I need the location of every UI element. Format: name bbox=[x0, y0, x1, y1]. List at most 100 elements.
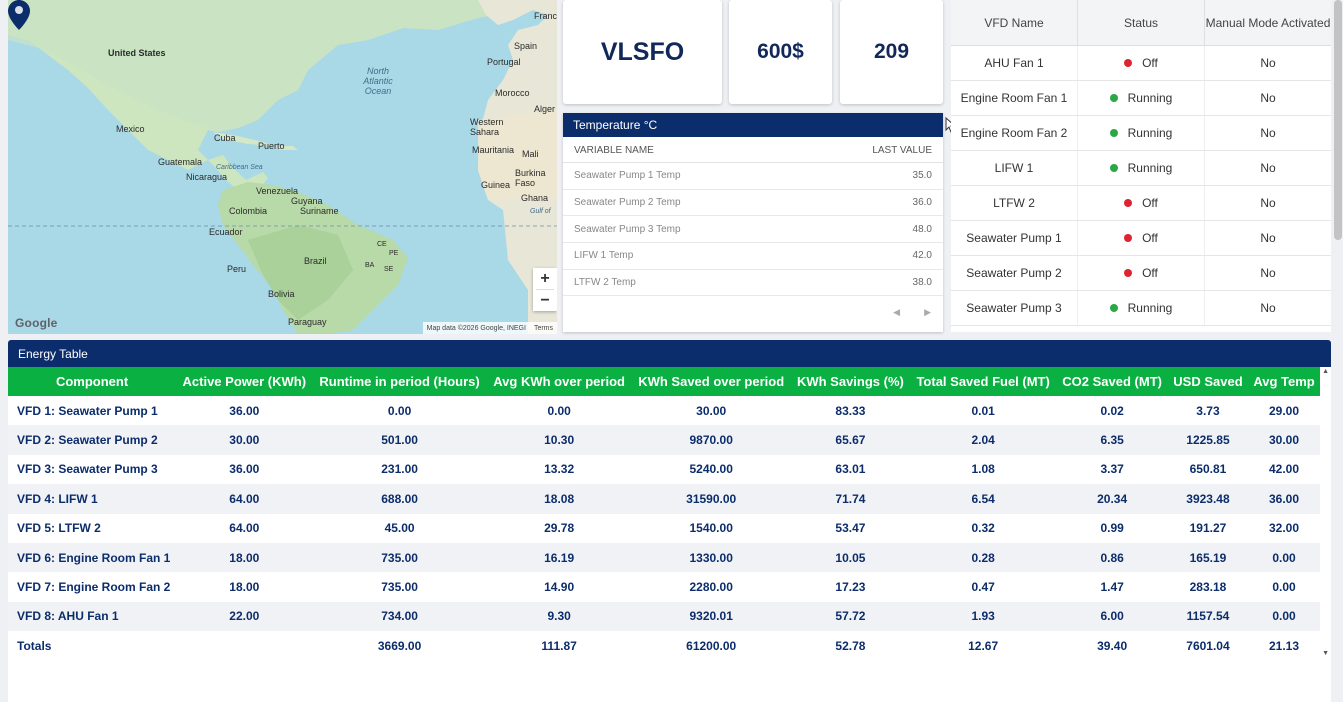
energy-cell: 0.00 bbox=[387, 403, 412, 418]
map-label-gulf: Gulf of bbox=[530, 208, 551, 215]
energy-cell: 16.19 bbox=[486, 542, 632, 573]
map-label-burkina-faso: Burkina Faso bbox=[515, 168, 546, 188]
energy-cell: 53.47 bbox=[835, 521, 866, 536]
vfd-manual-mode: No bbox=[1260, 56, 1276, 70]
map-label-ce: CE bbox=[377, 241, 387, 248]
map-label-mexico: Mexico bbox=[116, 124, 145, 134]
google-logo[interactable]: Google bbox=[15, 316, 58, 330]
energy-col-header: Total Saved Fuel (MT) bbox=[909, 367, 1057, 396]
energy-col-header: KWh Savings (%) bbox=[790, 367, 910, 396]
energy-table: Component Active Power (KWh) Runtime in pe… bbox=[8, 367, 1320, 661]
vfd-name: Seawater Pump 1 bbox=[951, 221, 1078, 255]
energy-cell: 165.19 bbox=[1167, 542, 1249, 573]
energy-cell: 18.08 bbox=[486, 484, 632, 514]
energy-cell: 1540.00 bbox=[689, 521, 733, 536]
zoom-in-button[interactable]: + bbox=[533, 268, 557, 289]
component-name: VFD 5: LTFW 2 bbox=[17, 521, 101, 536]
energy-cell: 52.78 bbox=[835, 638, 866, 653]
vfd-status: Running bbox=[1078, 291, 1205, 325]
vessel-location-pin-icon[interactable] bbox=[8, 0, 30, 30]
energy-table-title: Energy Table bbox=[8, 340, 1331, 367]
temperature-row: Seawater Pump 2 Temp 36.0 bbox=[563, 190, 943, 217]
energy-cell: 1330.00 bbox=[631, 542, 791, 573]
energy-cell: 0.01 bbox=[971, 403, 995, 418]
map-label-portugal: Portugal bbox=[487, 57, 521, 67]
energy-cell: 6.00 bbox=[1056, 601, 1168, 632]
vfd-name: Engine Room Fan 1 bbox=[951, 81, 1078, 115]
energy-cell: 57.72 bbox=[790, 601, 910, 632]
vfd-status-label: Running bbox=[1127, 161, 1173, 175]
zoom-out-button[interactable]: − bbox=[533, 290, 557, 311]
map-terms-link[interactable]: Terms bbox=[533, 324, 553, 332]
vfd-manual-mode: No bbox=[1260, 196, 1276, 210]
energy-col-header: Avg KWh over period bbox=[486, 367, 632, 396]
energy-cell: 1.93 bbox=[909, 601, 1057, 632]
map-label-spain: Spain bbox=[514, 41, 538, 51]
map-label-western-sahara: Western Sahara bbox=[470, 117, 504, 137]
status-dot-icon bbox=[1109, 304, 1118, 312]
energy-cell: 65.67 bbox=[790, 425, 910, 455]
vfd-status-label: Off bbox=[1142, 266, 1158, 280]
component-name: VFD 1: Seawater Pump 1 bbox=[17, 403, 158, 418]
energy-cell: 14.90 bbox=[544, 580, 575, 595]
energy-cell: 71.74 bbox=[790, 484, 910, 514]
temperature-panel-title: Temperature °C bbox=[563, 113, 943, 137]
energy-cell: 283.18 bbox=[1189, 580, 1227, 595]
energy-cell: 0.00 bbox=[1248, 542, 1320, 573]
map-label-guatemala: Guatemala bbox=[158, 157, 203, 167]
energy-cell: 0.00 bbox=[547, 403, 571, 418]
energy-cell: 0.00 bbox=[1272, 580, 1296, 595]
temperature-last-value: 38.0 bbox=[912, 277, 932, 289]
status-dot-icon bbox=[1124, 199, 1133, 207]
energy-cell: 688.00 bbox=[312, 484, 487, 514]
temperature-panel: Temperature °C VARIABLE NAME LAST VALUE … bbox=[563, 113, 943, 332]
table-row: VFD 7: Engine Room Fan 2 18.00 735.00 14.90… bbox=[8, 572, 1320, 601]
page-scrollbar[interactable] bbox=[1334, 0, 1342, 240]
scroll-down-icon[interactable]: ▼ bbox=[1322, 650, 1329, 657]
vfd-name: Engine Room Fan 2 bbox=[951, 116, 1078, 150]
vfd-name: LIFW 1 bbox=[951, 151, 1078, 185]
status-dot-icon bbox=[1124, 269, 1133, 277]
table-row: VFD 1: Seawater Pump 1 36.00 0.00 0.00 30.00… bbox=[8, 396, 1320, 425]
energy-table-panel: Energy Table Component Active Power (KWh)… bbox=[8, 340, 1331, 702]
vfd-manual-mode: No bbox=[1260, 91, 1276, 105]
energy-cell: 30.00 bbox=[1248, 425, 1320, 455]
map-data-credit: Map data ©2026 Google, INEGI bbox=[426, 324, 526, 332]
prev-page-icon[interactable]: ◀ bbox=[893, 307, 901, 317]
zoom-divider bbox=[536, 289, 554, 290]
energy-cell: 64.00 bbox=[229, 521, 260, 536]
temperature-row: LTFW 2 Temp 38.0 bbox=[563, 270, 943, 297]
component-name: VFD 7: Engine Room Fan 2 bbox=[17, 580, 171, 595]
energy-cell: 0.86 bbox=[1056, 542, 1168, 573]
energy-cell: 3669.00 bbox=[377, 638, 422, 653]
energy-cell: 63.01 bbox=[835, 462, 866, 477]
map-land-shapes bbox=[8, 0, 557, 334]
component-name: VFD 2: Seawater Pump 2 bbox=[8, 425, 177, 455]
vfd-row: Engine Room Fan 2 Running No bbox=[951, 116, 1331, 151]
vfd-status: Running bbox=[1078, 151, 1205, 185]
map-label-bolivia: Bolivia bbox=[268, 289, 295, 299]
table-row: VFD 3: Seawater Pump 3 36.00 231.00 13.32 52… bbox=[8, 455, 1320, 484]
energy-cell: 31590.00 bbox=[631, 484, 791, 514]
temperature-variable-name: Seawater Pump 2 Temp bbox=[574, 197, 681, 209]
energy-cell: 61200.00 bbox=[686, 638, 737, 653]
map-label-ecuador: Ecuador bbox=[209, 227, 243, 237]
vfd-name: LTFW 2 bbox=[951, 186, 1078, 220]
status-dot-icon bbox=[1124, 234, 1133, 242]
energy-cell: 36.00 bbox=[229, 403, 260, 418]
energy-col-header: Component bbox=[8, 367, 177, 396]
temperature-last-value: 36.0 bbox=[912, 197, 932, 209]
vessel-map[interactable]: United States Mexico Cuba Puerto Guatema… bbox=[8, 0, 557, 334]
temperature-table-header: VARIABLE NAME LAST VALUE bbox=[563, 137, 943, 163]
vfd-status-label: Running bbox=[1127, 126, 1173, 140]
energy-cell: 36.00 bbox=[229, 462, 260, 477]
energy-cell: 0.32 bbox=[971, 521, 995, 536]
next-page-icon[interactable]: ▶ bbox=[924, 307, 931, 317]
scroll-up-icon[interactable]: ▲ bbox=[1322, 368, 1329, 375]
table-row: VFD 6: Engine Room Fan 1 18.00 735.00 16.19… bbox=[8, 542, 1320, 573]
vfd-status-label: Off bbox=[1142, 231, 1158, 245]
map-label-mauritania: Mauritania bbox=[472, 145, 515, 155]
temperature-last-value: 48.0 bbox=[912, 223, 932, 235]
energy-cell: 21.13 bbox=[1269, 638, 1300, 653]
